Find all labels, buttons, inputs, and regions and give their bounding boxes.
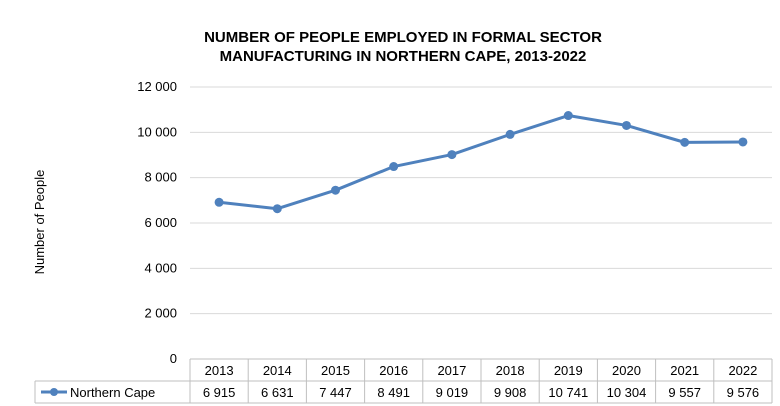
table-value: 6 631	[261, 385, 294, 400]
category-label: 2014	[263, 363, 292, 378]
category-label: 2015	[321, 363, 350, 378]
series-northern-cape	[214, 111, 748, 214]
category-label: 2021	[670, 363, 699, 378]
gridlines	[190, 86, 772, 315]
data-point	[622, 120, 631, 130]
data-table: 2013 2014 2015 2016 2017 2018 2019 2020 2021 2022…	[34, 358, 773, 404]
data-point	[214, 197, 224, 207]
data-point	[389, 162, 399, 172]
y-tick-label: 8 000	[144, 170, 177, 185]
category-label: 2019	[554, 363, 583, 378]
y-axis-title: Number of People	[32, 170, 47, 275]
table-value: 10 741	[548, 385, 588, 400]
y-axis-tick-labels: 0 2 000 4 000 6 000 8 000 10 000 12 000	[137, 79, 177, 366]
category-label: 2020	[612, 363, 641, 378]
table-value: 9 019	[436, 385, 469, 400]
legend-series-name: Northern Cape	[70, 385, 155, 400]
data-point	[738, 137, 748, 147]
data-point	[272, 204, 282, 214]
y-tick-label: 2 000	[144, 306, 177, 321]
category-label: 2018	[496, 363, 525, 378]
data-point	[505, 129, 515, 139]
data-point	[680, 137, 690, 147]
series-line	[218, 114, 743, 211]
category-label: 2022	[728, 363, 757, 378]
chart-title-line-1: NUMBER OF PEOPLE EMPLOYED IN FORMAL SECT…	[204, 29, 602, 46]
y-tick-label: 6 000	[144, 215, 177, 230]
table-value: 7 447	[319, 385, 352, 400]
data-point	[563, 111, 573, 121]
data-point	[447, 150, 457, 160]
table-value: 6 915	[203, 385, 236, 400]
y-tick-label: 0	[170, 351, 177, 366]
category-label: 2017	[437, 363, 466, 378]
category-label: 2013	[205, 363, 234, 378]
y-tick-label: 10 000	[137, 124, 177, 139]
legend-key-marker	[50, 388, 58, 396]
data-point	[331, 185, 340, 195]
table-value: 9 908	[494, 385, 527, 400]
table-value: 9 576	[727, 385, 760, 400]
table-value: 9 557	[668, 385, 701, 400]
category-label: 2016	[379, 363, 408, 378]
chart-title-line-2: MANUFACTURING IN NORTHERN CAPE, 2013-202…	[220, 48, 587, 65]
table-value: 8 491	[377, 385, 410, 400]
y-tick-label: 12 000	[137, 79, 177, 94]
y-tick-label: 4 000	[144, 260, 177, 275]
table-value: 10 304	[607, 385, 647, 400]
